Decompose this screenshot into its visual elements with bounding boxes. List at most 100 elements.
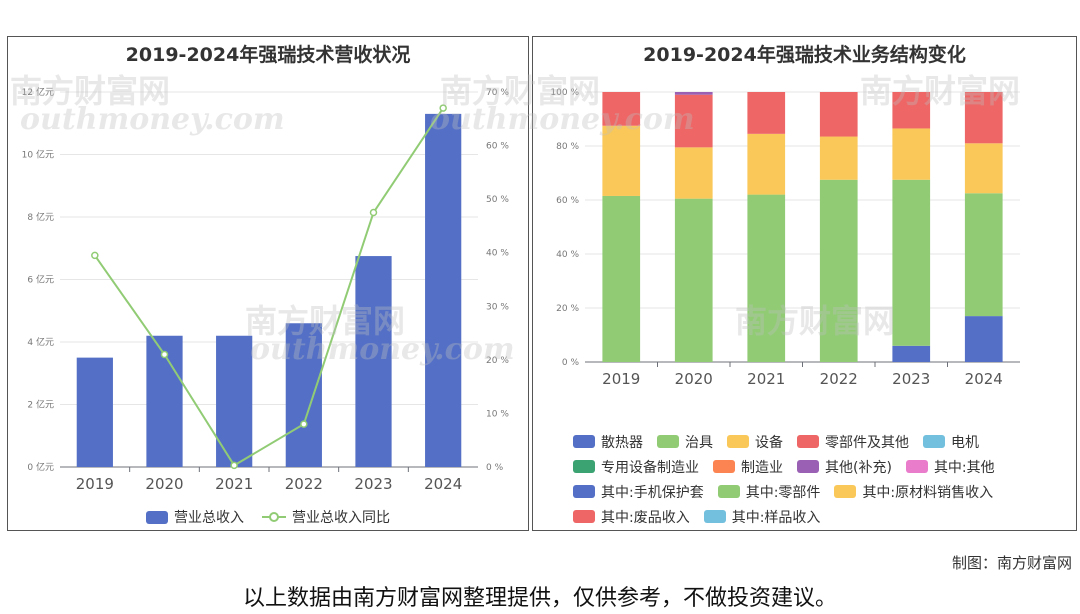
legend-item[interactable]: 其中:零部件 bbox=[717, 482, 820, 502]
y-right-tick-label: 60 % bbox=[486, 142, 509, 152]
legend-label: 零部件及其他 bbox=[825, 434, 909, 451]
legend-label-revenue: 营业总收入 bbox=[174, 510, 244, 526]
y-left-tick-label: 12 亿元 bbox=[22, 86, 54, 98]
revenue-bar bbox=[285, 323, 322, 467]
revenue-bar bbox=[216, 335, 253, 467]
business-structure-legend: 散热器 治具 设备 零部件及其他 电机专用设备制造业 制造业 其他(补充) 其中:其他其中:手… bbox=[573, 429, 1073, 529]
stack-segment bbox=[602, 125, 641, 196]
legend-swatch bbox=[923, 435, 945, 448]
revenue-chart-legend: 营业总收入 营业总收入同比 bbox=[8, 507, 528, 527]
legend-item[interactable]: 专用设备制造业 bbox=[573, 457, 699, 477]
legend-swatch bbox=[573, 485, 595, 498]
legend-label: 电机 bbox=[951, 434, 979, 451]
y-right-tick-label: 70 % bbox=[486, 88, 509, 98]
legend-item[interactable]: 散热器 bbox=[573, 432, 643, 452]
y-left-tick-label: 4 亿元 bbox=[27, 336, 54, 348]
revenue-yoy-line bbox=[94, 107, 444, 467]
x-tick-label: 2019 bbox=[602, 370, 640, 388]
x-tick-label: 2019 bbox=[76, 475, 114, 493]
stack-segment bbox=[892, 179, 931, 346]
legend-item[interactable]: 设备 bbox=[727, 432, 783, 452]
legend-label: 其他(补充) bbox=[825, 459, 892, 476]
legend-label: 其中:原材料销售收入 bbox=[862, 484, 994, 501]
x-tick-label: 2022 bbox=[285, 475, 323, 493]
x-tick-label: 2021 bbox=[215, 475, 253, 493]
y-right-tick-label: 0 % bbox=[486, 463, 504, 473]
x-tick-label: 2024 bbox=[965, 370, 1003, 388]
y-right-tick-label: 20 % bbox=[486, 356, 509, 366]
y-tick-label: 80 % bbox=[556, 142, 579, 152]
y-right-tick-label: 40 % bbox=[486, 249, 509, 259]
stack-segment bbox=[747, 92, 786, 134]
stack-segment bbox=[892, 128, 931, 180]
stack-segment bbox=[747, 194, 786, 362]
x-tick-label: 2021 bbox=[747, 370, 785, 388]
revenue-yoy-point bbox=[300, 420, 308, 428]
legend-swatch bbox=[573, 510, 595, 523]
legend-item[interactable]: 其中:废品收入 bbox=[573, 507, 690, 527]
legend-swatch bbox=[797, 460, 819, 473]
stack-segment bbox=[892, 345, 931, 362]
y-left-tick-label: 0 亿元 bbox=[27, 461, 54, 473]
y-left-tick-label: 8 亿元 bbox=[27, 211, 54, 223]
legend-swatch bbox=[703, 510, 726, 523]
stack-segment bbox=[674, 198, 713, 362]
stack-segment bbox=[892, 92, 931, 129]
legend-item[interactable]: 其他(补充) bbox=[797, 457, 892, 477]
legend-swatch bbox=[573, 435, 595, 448]
stack-segment bbox=[674, 94, 713, 148]
business-structure-title: 2019-2024年强瑞技术业务结构变化 bbox=[643, 44, 966, 66]
y-right-tick-label: 50 % bbox=[486, 195, 509, 205]
legend-item[interactable]: 零部件及其他 bbox=[797, 432, 909, 452]
legend-label: 制造业 bbox=[741, 459, 783, 476]
x-tick-label: 2020 bbox=[145, 475, 183, 493]
x-tick-label: 2023 bbox=[892, 370, 930, 388]
business-structure-panel: 2019-2024年强瑞技术业务结构变化 0 % 20 % 40 % 60 % 80 %… bbox=[532, 36, 1077, 531]
legend-row: 散热器 治具 设备 零部件及其他 电机 bbox=[573, 429, 1073, 454]
y-tick-label: 100 % bbox=[550, 88, 579, 98]
legend-row: 专用设备制造业 制造业 其他(补充) 其中:其他 bbox=[573, 454, 1073, 479]
revenue-chart-panel: 2019-2024年强瑞技术营收状况 0 亿元 2 亿元 4 亿元 6 亿元 8 亿元 1… bbox=[7, 36, 529, 531]
legend-swatch bbox=[727, 435, 749, 448]
legend-item-revenue-yoy[interactable]: 营业总收入同比 bbox=[262, 507, 390, 527]
y-tick-label: 0 % bbox=[562, 358, 580, 368]
revenue-bar bbox=[76, 357, 113, 467]
stack-segment bbox=[964, 193, 1003, 317]
revenue-yoy-point bbox=[439, 104, 447, 112]
revenue-yoy-point bbox=[369, 208, 378, 217]
y-right-tick-label: 30 % bbox=[486, 302, 509, 312]
legend-label: 设备 bbox=[755, 434, 783, 451]
legend-swatch bbox=[713, 460, 735, 473]
stack-segment bbox=[819, 179, 858, 362]
stack-segment bbox=[747, 133, 786, 195]
legend-item[interactable]: 治具 bbox=[657, 432, 713, 452]
disclaimer: 以上数据由南方财富网整理提供，仅供参考，不做投资建议。 bbox=[242, 586, 837, 611]
legend-item[interactable]: 电机 bbox=[923, 432, 979, 452]
legend-label: 散热器 bbox=[601, 434, 643, 451]
legend-label: 其中:手机保护套 bbox=[601, 484, 704, 501]
y-left-tick-label: 10 亿元 bbox=[22, 149, 54, 161]
y-right-tick-label: 10 % bbox=[486, 409, 509, 419]
legend-item[interactable]: 其中:样品收入 bbox=[703, 507, 820, 527]
legend-label: 其中:其他 bbox=[933, 459, 995, 476]
stack-segment bbox=[602, 195, 641, 362]
legend-swatch bbox=[657, 435, 679, 448]
legend-item[interactable]: 其中:其他 bbox=[905, 457, 995, 477]
stack-segment bbox=[674, 92, 713, 95]
revenue-bar bbox=[425, 113, 462, 467]
legend-item-revenue[interactable]: 营业总收入 bbox=[146, 507, 244, 527]
x-tick-label: 2020 bbox=[675, 370, 713, 388]
legend-item[interactable]: 其中:手机保护套 bbox=[573, 482, 704, 502]
chart-credit: 制图：南方财富网 bbox=[951, 554, 1072, 572]
legend-row: 其中:手机保护套 其中:零部件 其中:原材料销售收入 bbox=[573, 479, 1073, 504]
legend-label: 治具 bbox=[685, 434, 713, 451]
legend-item[interactable]: 其中:原材料销售收入 bbox=[834, 482, 993, 502]
legend-label: 其中:废品收入 bbox=[601, 509, 690, 526]
legend-swatch-revenue-yoy bbox=[262, 510, 286, 524]
revenue-yoy-point bbox=[160, 350, 169, 359]
stack-segment bbox=[602, 92, 641, 126]
revenue-yoy-point bbox=[91, 251, 99, 260]
stack-segment bbox=[819, 92, 858, 137]
legend-item[interactable]: 制造业 bbox=[713, 457, 783, 477]
x-tick-label: 2024 bbox=[424, 475, 462, 493]
